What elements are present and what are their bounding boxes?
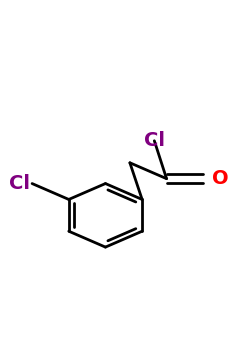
Text: Cl: Cl <box>9 174 30 193</box>
Text: Cl: Cl <box>144 131 165 150</box>
Text: O: O <box>212 169 228 188</box>
